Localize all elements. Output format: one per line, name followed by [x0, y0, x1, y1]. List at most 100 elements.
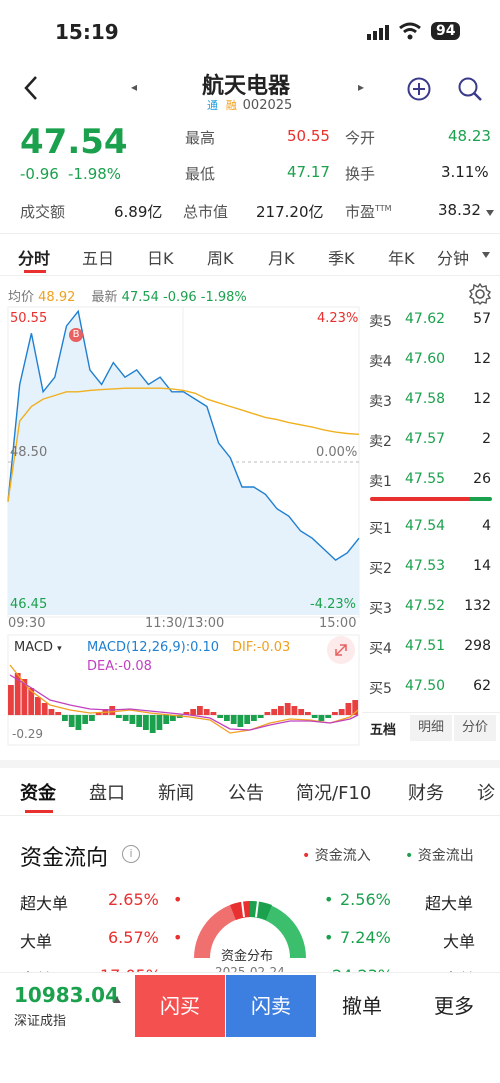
- macd-bar: [35, 697, 41, 715]
- pct-mid-label: 0.00%: [316, 445, 358, 460]
- tab-handicap[interactable]: 盘口: [89, 783, 125, 804]
- search-icon[interactable]: [457, 76, 483, 106]
- tab-day-k[interactable]: 日K: [147, 249, 174, 268]
- x-label-midday: 11:30/13:00: [145, 616, 225, 631]
- dif-line: [9, 664, 359, 734]
- flash-sell-button[interactable]: 闪卖: [226, 975, 316, 1037]
- macd-bar: [224, 715, 230, 721]
- bid-level-volume: 14: [473, 558, 491, 574]
- ask-level-5[interactable]: 卖1 47.55 26: [362, 468, 500, 492]
- price-change-pct: -1.98%: [68, 165, 122, 183]
- ask-level-1[interactable]: 卖5 47.62 57: [362, 308, 500, 332]
- tab-week-k[interactable]: 周K: [207, 249, 234, 268]
- legend-inflow-label: 资金流入: [314, 848, 371, 864]
- tab-diagnosis[interactable]: 诊: [477, 783, 495, 804]
- ask-level-price: 47.62: [405, 311, 446, 327]
- row-out-large: 7.24%: [340, 928, 391, 947]
- bid-level-1[interactable]: 买1 47.54 4: [362, 515, 500, 539]
- tab-minute[interactable]: 分钟: [437, 249, 470, 268]
- macd-bar: [116, 715, 122, 718]
- avg-label: 均价: [8, 290, 35, 305]
- flash-buy-button[interactable]: 闪买: [135, 975, 225, 1037]
- macd-bar: [278, 706, 284, 715]
- macd-bar: [203, 709, 210, 715]
- y-low-label: 46.45: [10, 597, 48, 612]
- add-watchlist-icon[interactable]: [406, 76, 432, 106]
- price-line: [7, 309, 360, 561]
- avg-value: 48.92: [38, 290, 76, 305]
- bid-level-2[interactable]: 买2 47.53 14: [362, 555, 500, 579]
- row-label-super-right: 超大单: [425, 894, 474, 913]
- bid-level-4[interactable]: 买4 47.51 298: [362, 635, 500, 659]
- settings-icon[interactable]: [469, 282, 492, 309]
- price-area: [8, 311, 359, 615]
- tab-intraday[interactable]: 分时: [18, 249, 51, 268]
- tab-funds[interactable]: 资金: [20, 783, 56, 804]
- back-button[interactable]: [22, 74, 40, 106]
- macd-bar: [82, 715, 89, 724]
- macd-bar: [163, 715, 170, 724]
- ask-level-label: 卖4: [369, 354, 392, 370]
- macd-bar: [143, 715, 149, 730]
- pe-dropdown-icon[interactable]: [486, 210, 494, 216]
- tab-announcements[interactable]: 公告: [228, 783, 264, 804]
- macd-bar: [89, 715, 95, 721]
- bid-level-3[interactable]: 买3 47.52 132: [362, 595, 500, 619]
- legend-outflow: • 资金流出: [405, 845, 474, 865]
- row-out-super: 2.56%: [340, 890, 391, 909]
- minute-dropdown-icon[interactable]: [482, 252, 490, 258]
- info-icon[interactable]: i: [122, 845, 140, 863]
- open-value: 48.23: [448, 127, 491, 145]
- intraday-chart[interactable]: [0, 305, 362, 765]
- outflow-dot: •: [405, 848, 414, 864]
- macd-bar: [149, 715, 156, 733]
- macd-bar: [55, 712, 62, 715]
- turnover-value: 3.11%: [441, 163, 489, 181]
- tab-month-k[interactable]: 月K: [268, 249, 295, 268]
- tab-price-levels[interactable]: 分价: [454, 715, 496, 741]
- macd-bar: [75, 715, 82, 730]
- next-stock-button[interactable]: ▸: [358, 80, 365, 94]
- tab-year-k[interactable]: 年K: [388, 249, 415, 268]
- macd-bar: [251, 715, 257, 721]
- fund-distribution-donut: [194, 900, 306, 958]
- ask-level-volume: 2: [482, 431, 491, 447]
- ask-level-4[interactable]: 卖2 47.57 2: [362, 428, 500, 452]
- macd-bar: [318, 715, 325, 721]
- x-label-close: 15:00: [319, 616, 357, 631]
- mcap-value: 217.20亿: [256, 203, 324, 221]
- macd-bar: [68, 715, 75, 727]
- tab-news[interactable]: 新闻: [158, 783, 194, 804]
- expand-chart-icon[interactable]: [327, 636, 355, 664]
- bottom-bar: 10983.04 深证成指 闪买 闪卖 撤单 更多: [0, 972, 500, 1083]
- bid-level-price: 47.52: [405, 598, 446, 614]
- macd-bar: [284, 703, 291, 715]
- donut-label: 资金分布: [221, 949, 274, 964]
- row-in-large: 6.57%: [108, 928, 159, 947]
- bid-level-label: 买3: [369, 601, 392, 617]
- divider: [0, 275, 500, 276]
- index-expand-icon[interactable]: [113, 997, 121, 1003]
- tab-five-day[interactable]: 五日: [82, 249, 115, 268]
- tab-f10[interactable]: 简况/F10: [296, 783, 372, 804]
- macd-bar: [230, 715, 237, 724]
- cancel-order-button[interactable]: 撤单: [342, 994, 382, 1018]
- tab-details[interactable]: 明细: [410, 715, 452, 741]
- prev-stock-button[interactable]: ◂: [131, 80, 138, 94]
- ask-level-2[interactable]: 卖4 47.60 12: [362, 348, 500, 372]
- pe-label-text: 市盈: [345, 203, 376, 221]
- tab-finance[interactable]: 财务: [408, 783, 444, 804]
- stock-tags: 通 融 002025: [205, 97, 292, 113]
- ask-level-3[interactable]: 卖3 47.58 12: [362, 388, 500, 412]
- more-button[interactable]: 更多: [434, 994, 474, 1018]
- dea-value: DEA:-0.08: [87, 659, 152, 674]
- macd-selector[interactable]: MACD ▾: [14, 640, 62, 655]
- macd-bar: [305, 712, 311, 715]
- index-value[interactable]: 10983.04: [14, 983, 120, 1007]
- tab-quarter-k[interactable]: 季K: [328, 249, 355, 268]
- macd-bar: [170, 715, 176, 721]
- bid-level-price: 47.54: [405, 518, 446, 534]
- period-tabs: 分时 五日 日K 周K 月K 季K 年K 分钟: [0, 242, 500, 273]
- tab-five-levels[interactable]: 五档: [370, 723, 397, 738]
- bid-level-5[interactable]: 买5 47.50 62: [362, 675, 500, 699]
